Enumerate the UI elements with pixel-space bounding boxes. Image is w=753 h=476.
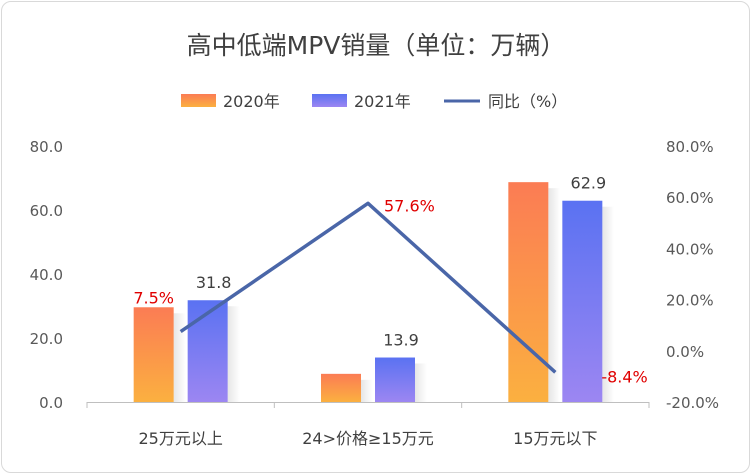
- yoy-line: [179, 201, 557, 374]
- legend: 2020年 2021年 同比（%）: [181, 92, 567, 111]
- bar-shadow: [173, 313, 186, 402]
- yoy-data-label: 7.5%: [133, 289, 174, 308]
- bar-shadow: [548, 188, 561, 402]
- y-left-tick-label: 0.0: [39, 394, 63, 412]
- bar-shadow: [227, 306, 240, 402]
- legend-label-2020: 2020年: [223, 92, 280, 111]
- bar-2021: [375, 357, 415, 402]
- y-left-tick-label: 60.0: [30, 202, 63, 220]
- y-right-tick-label: 80.0%: [666, 138, 714, 156]
- y-left-tick-label: 40.0: [30, 266, 63, 284]
- bar-shadow: [602, 206, 615, 402]
- y-right-tick-label: 40.0%: [666, 240, 714, 258]
- bar-2021: [562, 200, 603, 402]
- yoy-data-label: 57.6%: [384, 196, 435, 215]
- bar-label-2021: 62.9: [571, 174, 607, 193]
- bar-2021: [187, 300, 228, 402]
- chart-title: 高中低端MPV销量（单位：万辆）: [187, 31, 566, 60]
- bar-shadow: [361, 379, 373, 402]
- y-right-tick-label: 20.0%: [666, 292, 714, 310]
- bar-2020: [508, 182, 549, 402]
- yoy-data-label: -8.4%: [601, 367, 647, 386]
- x-category-label: 15万元以下: [513, 429, 597, 448]
- x-category-label: 24>价格≥15万元: [302, 429, 434, 448]
- legend-label-2021: 2021年: [354, 92, 411, 111]
- y-left-tick-label: 80.0: [30, 138, 63, 156]
- yoy-line-path: [179, 201, 557, 374]
- bars: [133, 182, 615, 402]
- bar-2020: [321, 373, 361, 402]
- axes: 0.0 20.0 40.0 60.0 80.0 -20.0% 0.0% 20.0% 40.0% 6…: [30, 138, 719, 448]
- legend-swatch-2020: [181, 94, 216, 107]
- data-labels: 31.8 13.9 62.9 7.5% 57.6% -8.4%: [133, 174, 647, 387]
- legend-label-yoy: 同比（%）: [488, 92, 567, 111]
- bar-shadow: [415, 363, 427, 402]
- x-category-label: 25万元以上: [138, 429, 222, 448]
- y-right-tick-label: -20.0%: [666, 394, 719, 412]
- bar-2020: [133, 307, 174, 402]
- y-right-tick-label: 60.0%: [666, 189, 714, 207]
- legend-swatch-2021: [312, 94, 347, 107]
- bar-label-2021: 31.8: [196, 273, 232, 292]
- bar-label-2021: 13.9: [383, 331, 419, 350]
- y-left-tick-label: 20.0: [30, 330, 63, 348]
- y-right-tick-label: 0.0%: [666, 343, 704, 361]
